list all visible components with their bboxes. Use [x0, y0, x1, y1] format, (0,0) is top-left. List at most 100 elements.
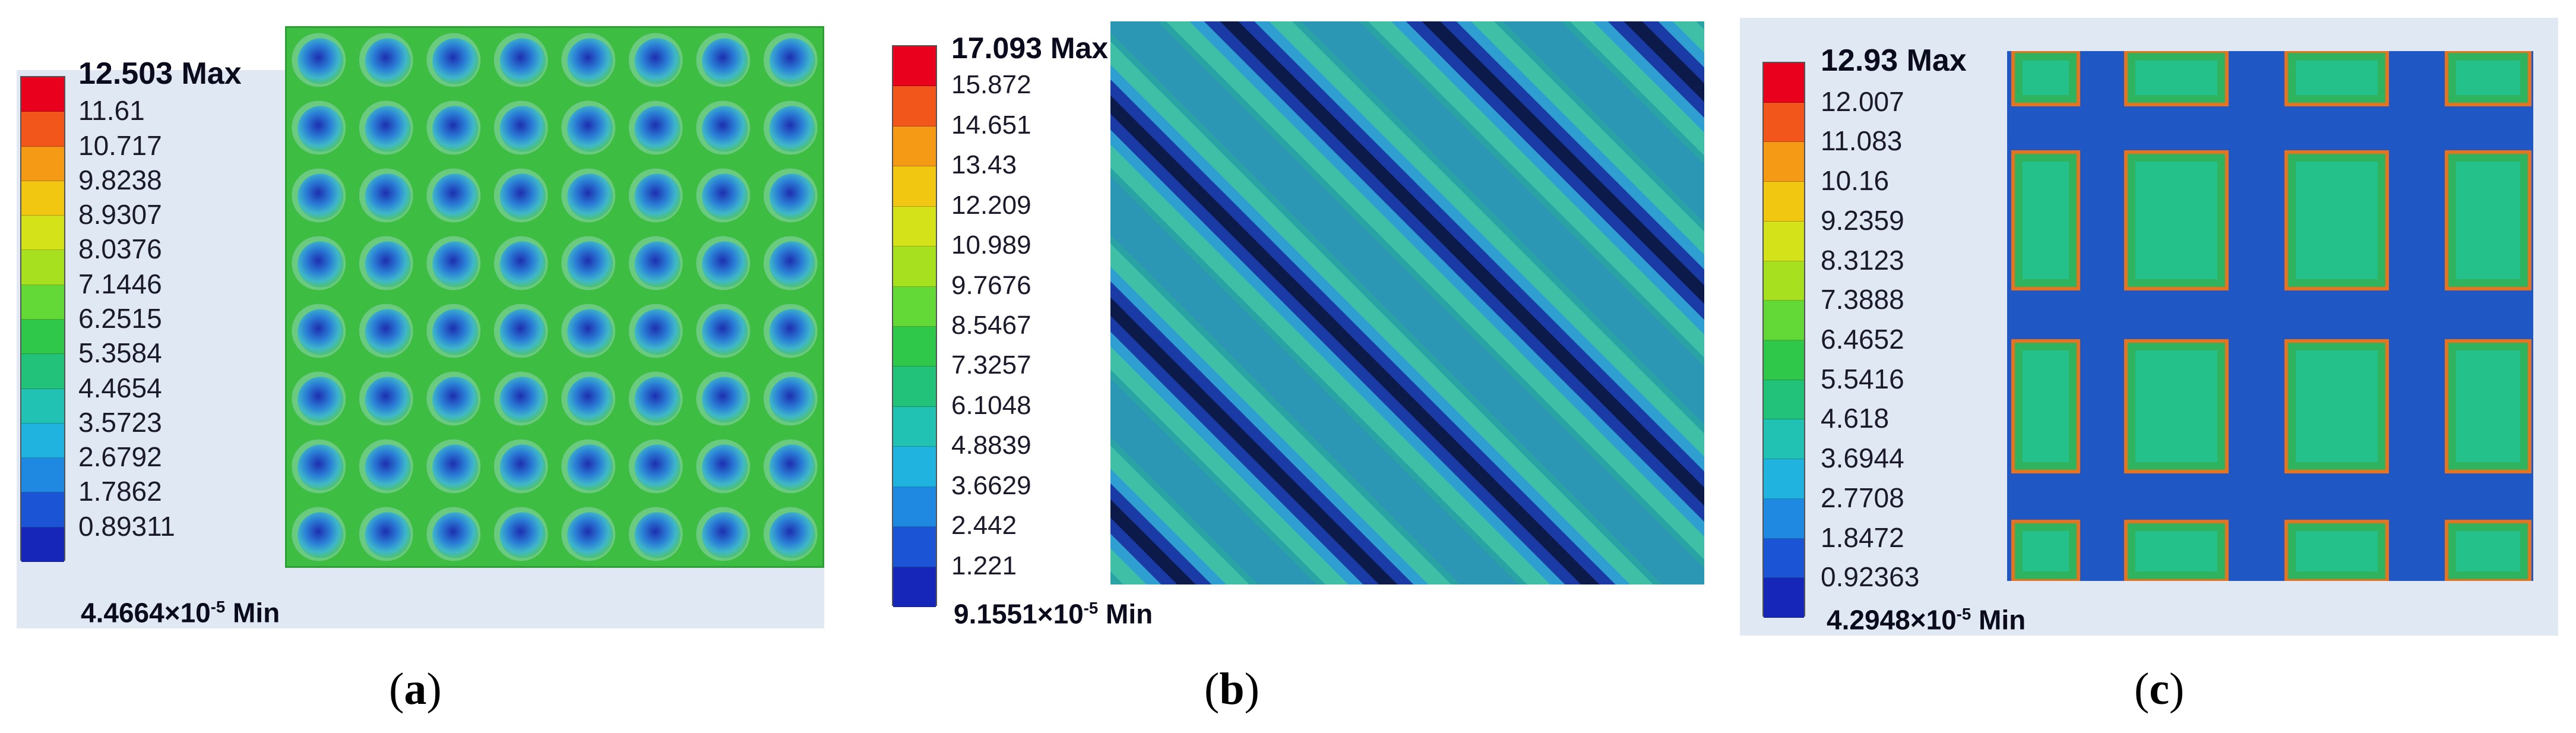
legend-swatch [21, 146, 64, 181]
legend-level-label: 0.89311 [78, 510, 175, 542]
dimple [567, 106, 613, 152]
dimple [499, 241, 546, 287]
contour-image-grooves [1110, 21, 1704, 584]
dimple [634, 512, 681, 558]
legend-swatch [1764, 102, 1804, 143]
dimple [365, 173, 411, 220]
legend-level-label: 10.16 [1821, 165, 1890, 197]
legend-level-label: 14.651 [951, 110, 1031, 140]
legend-level-label: 6.2515 [78, 303, 162, 334]
dimple [702, 444, 748, 491]
legend-swatch [893, 366, 936, 407]
legend-level-label: 1.8472 [1821, 522, 1904, 553]
legend-level-label: 2.6792 [78, 441, 162, 473]
legend-level-label: 13.43 [951, 150, 1017, 180]
legend-swatch [893, 327, 936, 367]
dimple [634, 309, 681, 355]
dimple [769, 309, 815, 355]
square-pillar-top [2456, 531, 2520, 571]
dimple [769, 38, 815, 84]
legend-level-label: 15.872 [951, 70, 1031, 100]
dimple [298, 377, 344, 423]
square-pillar-top [2135, 162, 2217, 279]
groove-bottom [1220, 21, 1704, 506]
dimple [567, 173, 613, 220]
dimple [432, 377, 479, 423]
dimple [702, 377, 748, 423]
legend-swatch [21, 354, 64, 389]
legend-swatch [1764, 221, 1804, 261]
contour-image-dimples [285, 26, 824, 568]
dimple [567, 512, 613, 558]
legend-level-label: 4.8839 [951, 431, 1031, 460]
dimple [769, 512, 815, 558]
dimple [769, 444, 815, 491]
caption-a: (a) [389, 664, 442, 714]
contour-scale-bar [892, 45, 937, 607]
dimple [365, 377, 411, 423]
legend-level-label: 7.3257 [951, 350, 1031, 380]
legend-swatch [893, 447, 936, 487]
legend-level-label: 3.6629 [951, 470, 1031, 500]
legend-level-label: 2.442 [951, 511, 1017, 541]
legend-swatch [1764, 142, 1804, 182]
dimple [499, 173, 546, 220]
contour-scale-bar [20, 76, 65, 562]
legend-swatch [21, 112, 64, 147]
land-shading [1110, 176, 1519, 584]
legend-level-label: 11.083 [1821, 125, 1903, 157]
dimple [634, 444, 681, 491]
dimple [769, 377, 815, 423]
dimple [702, 106, 748, 152]
legend-swatch [893, 46, 936, 87]
square-pillar-top [2456, 350, 2520, 462]
dimple [702, 241, 748, 287]
legend-level-label: 7.1446 [78, 268, 162, 299]
dimple [365, 512, 411, 558]
legend-swatch [21, 250, 64, 285]
legend-level-label: 5.5416 [1821, 363, 1904, 394]
land-shading [1110, 21, 1704, 584]
legend-level-label: 1.7862 [78, 476, 162, 507]
dimple-array-plot [285, 26, 824, 568]
dimple [298, 309, 344, 355]
legend-swatch [893, 86, 936, 127]
dimple [365, 444, 411, 491]
dimple [567, 241, 613, 287]
legend-max-label: 12.93 Max [1821, 43, 1967, 78]
square-pillar-top [2296, 162, 2378, 279]
panel-c: 12.93 Max 4.2948×10-5 Min (c) 12.007 11.0… [1704, 0, 2576, 733]
legend-max-label: 12.503 Max [78, 56, 242, 91]
legend-swatch [1764, 459, 1804, 499]
legend-level-label: 4.618 [1821, 403, 1890, 434]
square-pillar-top [2296, 350, 2378, 462]
legend-swatch [1764, 380, 1804, 420]
dimple [298, 173, 344, 220]
legend-level-label: 2.7708 [1821, 482, 1904, 513]
dimple [432, 444, 479, 491]
dimple [365, 106, 411, 152]
legend-level-label: 9.2359 [1821, 204, 1904, 236]
dimple [365, 309, 411, 355]
legend-swatch [893, 567, 936, 607]
dimple [499, 309, 546, 355]
square-pillar-top [2023, 162, 2069, 279]
dimple [634, 241, 681, 287]
caption-c: (c) [2134, 664, 2185, 714]
panel-b: 17.093 Max 9.1551×10-5 Min (b) 15.872 14.… [849, 0, 1704, 733]
panel-a: 12.503 Max 4.4664×10-5 Min (a) 11.61 10.7… [0, 0, 849, 733]
legend-swatch [21, 388, 64, 424]
contour-image-squares [2007, 51, 2533, 581]
dimple [702, 309, 748, 355]
legend-level-label: 9.8238 [78, 164, 162, 195]
legend-swatch [21, 527, 64, 562]
legend-level-label: 0.92363 [1821, 561, 1920, 593]
square-pillar-top [2135, 531, 2217, 571]
legend-swatch [21, 285, 64, 320]
legend-swatch [893, 527, 936, 567]
legend-swatch [893, 486, 936, 527]
dimple [499, 38, 546, 84]
square-pillar-top [2023, 350, 2069, 462]
dimple [634, 173, 681, 220]
dimple [432, 241, 479, 287]
